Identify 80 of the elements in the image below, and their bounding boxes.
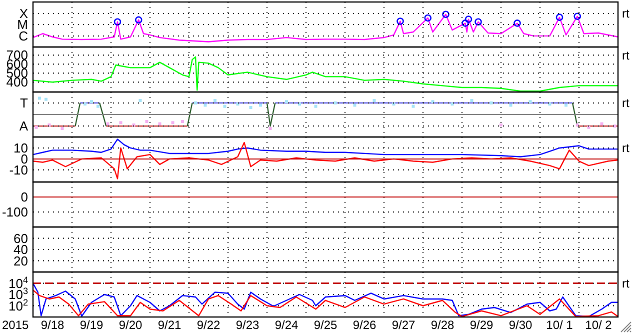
point — [548, 102, 552, 106]
x-tick-label: 10/ 2 — [585, 318, 612, 332]
line-series — [33, 289, 618, 317]
point — [268, 127, 272, 130]
x-tick-label: 9/22 — [196, 318, 220, 332]
y-tick-label: -100 — [2, 204, 28, 220]
point — [145, 120, 148, 124]
point — [106, 122, 110, 126]
point — [424, 14, 432, 22]
point — [396, 18, 404, 25]
x-tick-label: 9/26 — [352, 318, 376, 332]
x-tick-label: 9/20 — [118, 318, 142, 332]
point — [204, 104, 207, 107]
ref-line-label: T — [20, 95, 28, 110]
x-tick-label: 9/18 — [40, 318, 64, 332]
point — [509, 104, 512, 107]
text: rt — [622, 6, 630, 21]
point — [119, 121, 122, 124]
point — [60, 127, 64, 130]
text: rt — [622, 48, 630, 62]
x-tick-label: 9/23 — [236, 318, 260, 332]
x-tick-label: 9/28 — [430, 318, 454, 332]
point — [181, 120, 184, 124]
point — [334, 101, 337, 104]
point — [84, 102, 86, 106]
x-tick-label: 9/29 — [470, 318, 494, 332]
x-axis-title: 2015 — [2, 318, 30, 332]
point — [38, 96, 41, 100]
text: rt — [622, 96, 630, 110]
point — [90, 100, 93, 104]
point — [490, 101, 493, 104]
point — [431, 100, 434, 104]
point — [412, 104, 415, 108]
x-tick-label: 9/25 — [314, 318, 338, 332]
point — [259, 104, 262, 107]
point — [96, 104, 100, 108]
point — [587, 126, 590, 129]
point — [574, 12, 582, 20]
point — [442, 10, 450, 18]
point — [500, 123, 502, 126]
x-tick-label: 9/27 — [392, 318, 416, 332]
y-tick-label: 0 — [20, 152, 28, 166]
y-tick-label: 0 — [20, 190, 28, 205]
point — [114, 18, 122, 26]
point — [171, 121, 174, 124]
point — [613, 124, 616, 128]
point — [314, 104, 318, 108]
line-series — [33, 138, 618, 158]
point — [223, 104, 226, 108]
line-series — [33, 282, 618, 317]
line-series — [33, 56, 618, 92]
point — [138, 98, 142, 102]
x-tick-label: 9/19 — [80, 318, 104, 332]
point — [556, 14, 564, 21]
point — [214, 98, 216, 102]
point — [528, 100, 532, 104]
point — [158, 122, 162, 126]
point — [194, 101, 197, 104]
point — [462, 20, 469, 27]
point — [514, 20, 521, 27]
point — [474, 18, 482, 26]
text: rt — [622, 276, 630, 290]
point — [372, 98, 376, 102]
x-tick-label: 9/21 — [158, 318, 182, 332]
x-tick-label: 9/30 — [508, 318, 532, 332]
point — [44, 98, 48, 101]
x-tick-label: 10/ 1 — [546, 318, 574, 332]
point — [249, 106, 252, 109]
line-series — [33, 142, 618, 180]
point — [464, 16, 472, 23]
point — [34, 126, 38, 129]
point — [470, 98, 474, 102]
point — [600, 122, 604, 126]
point — [353, 104, 356, 107]
point — [564, 104, 568, 107]
ref-line-label: A — [19, 118, 28, 134]
point — [285, 100, 288, 104]
point — [134, 16, 142, 24]
text: rt — [622, 141, 630, 156]
x-tick-label: 9/24 — [274, 318, 298, 332]
